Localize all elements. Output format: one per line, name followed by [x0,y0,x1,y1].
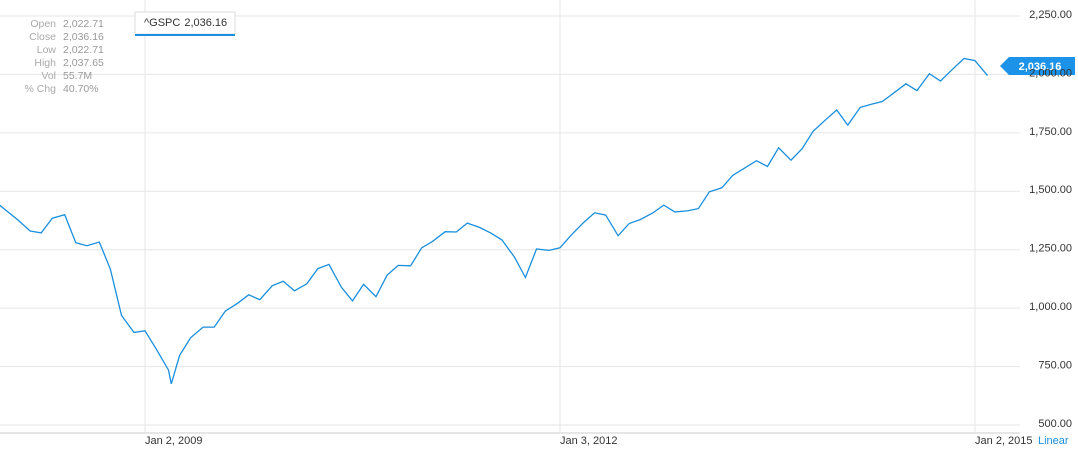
info-label: Close [29,31,56,43]
x-tick-label: Jan 2, 2009 [145,435,203,447]
price-tag-text: 2,036.16 [1019,61,1062,73]
y-tick-label: 1,000.00 [1029,301,1072,313]
plot [0,57,988,385]
info-label: High [34,57,56,69]
scale-toggle[interactable]: Linear [1038,435,1069,447]
info-value: 2,022.71 [63,18,104,30]
y-tick-label: 1,500.00 [1029,184,1072,196]
info-value: 40.70% [63,83,99,95]
legend-name: ^GSPC [144,17,180,29]
info-panel: Open 2,022.71 Close 2,036.16 Low 2,022.71 High… [24,18,104,95]
info-label: Vol [41,70,56,82]
price-tag: 2,036.16 [1000,56,1075,75]
price-line [0,57,988,385]
y-tick-label: 750.00 [1038,359,1072,371]
info-value: 2,037.65 [63,57,104,69]
y-tick-label: 500.00 [1038,418,1072,430]
legend[interactable]: ^GSPC 2,036.16 [134,11,236,36]
y-tick-label: 2,250.00 [1029,9,1072,21]
info-value: 2,022.71 [63,44,104,56]
price-tag-shape [1000,56,1075,75]
legend-value: 2,036.16 [184,17,227,29]
info-label: Open [30,18,56,30]
info-value: 55.7M [63,70,92,82]
y-tick-label: 1,250.00 [1029,243,1072,255]
grid [0,0,1020,433]
y-tick-label: 1,750.00 [1029,126,1072,138]
x-tick-label: Jan 3, 2012 [560,435,618,447]
info-value: 2,036.16 [63,31,104,43]
x-tick-label: Jan 2, 2015 [975,435,1032,447]
info-label: % Chg [24,83,56,95]
info-label: Low [37,44,57,56]
y-tick-label: 2,000.00 [1029,67,1072,79]
